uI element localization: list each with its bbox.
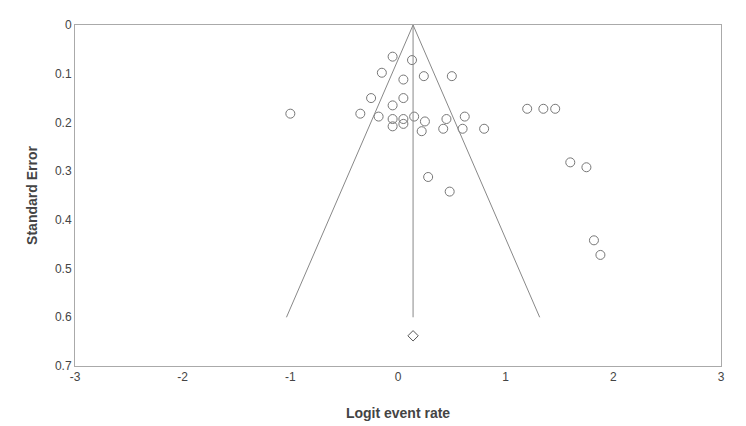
svg-text:0.5: 0.5 bbox=[55, 262, 72, 276]
svg-text:0.2: 0.2 bbox=[55, 116, 72, 130]
svg-text:-3: -3 bbox=[70, 370, 81, 384]
svg-text:0.7: 0.7 bbox=[55, 359, 72, 373]
svg-text:0.4: 0.4 bbox=[55, 213, 72, 227]
svg-text:0.3: 0.3 bbox=[55, 164, 72, 178]
svg-text:Logit event rate: Logit event rate bbox=[346, 405, 450, 421]
svg-text:0: 0 bbox=[65, 18, 72, 32]
svg-text:3: 3 bbox=[718, 370, 725, 384]
svg-text:0: 0 bbox=[395, 370, 402, 384]
svg-text:-2: -2 bbox=[177, 370, 188, 384]
svg-text:1: 1 bbox=[502, 370, 509, 384]
svg-text:2: 2 bbox=[610, 370, 617, 384]
svg-text:0.1: 0.1 bbox=[55, 67, 72, 81]
svg-text:0.6: 0.6 bbox=[55, 310, 72, 324]
svg-text:Standard Error: Standard Error bbox=[24, 146, 40, 245]
svg-text:-1: -1 bbox=[285, 370, 296, 384]
